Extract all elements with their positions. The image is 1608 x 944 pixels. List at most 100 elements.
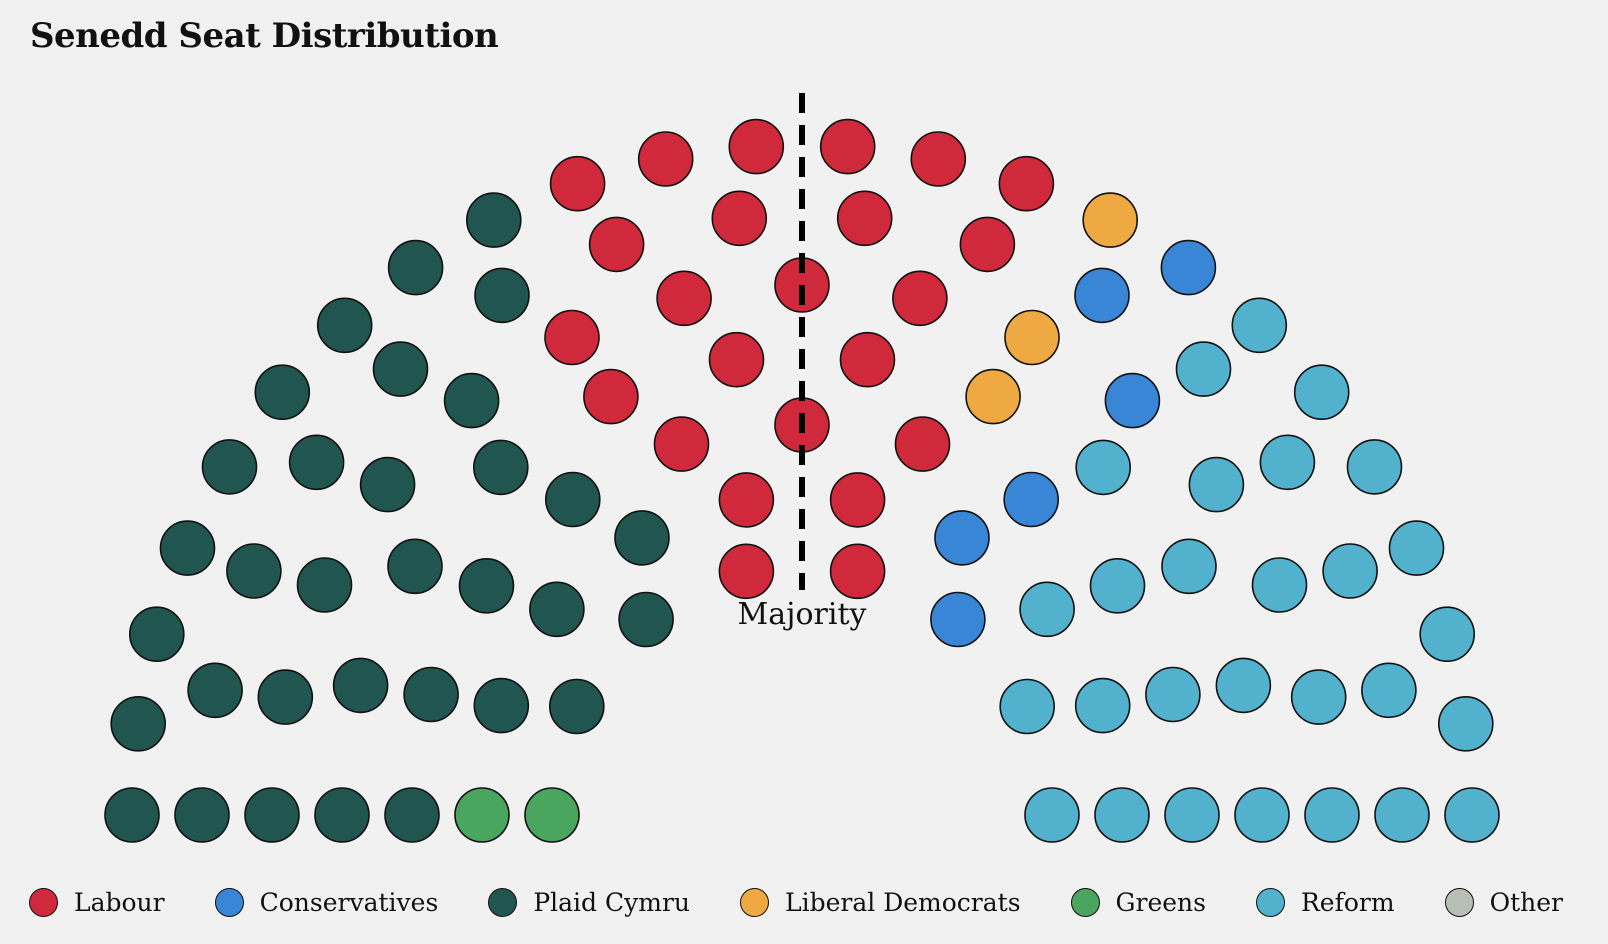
legend-swatch-labour	[29, 888, 58, 917]
seat-labour	[708, 331, 765, 388]
seat-plaid-cymru	[104, 787, 160, 843]
seat-plaid-cymru	[548, 678, 605, 735]
legend: Labour Conservatives Plaid Cymru Liberal De…	[29, 888, 1563, 917]
seat-reform	[1074, 677, 1131, 734]
seat-labour	[637, 131, 694, 187]
legend-label: Labour	[74, 888, 165, 917]
seat-labour	[819, 118, 876, 175]
seat-plaid-cymru	[372, 341, 429, 397]
seat-labour	[728, 118, 785, 175]
seat-reform	[1024, 787, 1080, 843]
legend-item-libdem: Liberal Democrats	[740, 888, 1021, 917]
seat-labour	[711, 190, 768, 247]
seat-reform	[999, 678, 1055, 735]
legend-item-conservatives: Conservatives	[214, 888, 439, 917]
seat-labour	[656, 270, 712, 327]
seat-plaid-cymru	[316, 297, 373, 354]
seat-plaid-cymru	[257, 669, 314, 725]
seat-liberal-democrats	[965, 368, 1021, 425]
seat-greens	[524, 787, 580, 843]
seat-reform	[1304, 787, 1360, 843]
seat-reform	[1361, 662, 1417, 719]
seat-conservatives	[1074, 267, 1130, 324]
seat-labour	[653, 416, 710, 472]
seat-reform	[1019, 581, 1075, 638]
legend-label: Plaid Cymru	[533, 888, 690, 917]
seat-reform	[1293, 364, 1350, 421]
seat-labour	[718, 472, 775, 528]
seat-plaid-cymru	[254, 364, 311, 421]
legend-swatch-plaid	[488, 888, 518, 917]
seat-labour	[998, 155, 1055, 212]
seat-reform	[1259, 434, 1316, 491]
seat-liberal-democrats	[1082, 192, 1138, 248]
legend-swatch-conservatives	[214, 888, 244, 917]
seat-reform	[1188, 456, 1245, 513]
seat-reform	[1346, 439, 1403, 495]
seat-reform	[1094, 787, 1150, 843]
majority-label: Majority	[738, 597, 867, 632]
legend-swatch-other	[1444, 888, 1474, 917]
seat-reform	[1234, 787, 1290, 843]
seat-labour	[549, 155, 606, 212]
seat-conservatives	[930, 591, 986, 648]
seat-labour	[959, 216, 1016, 273]
seat-reform	[1438, 695, 1494, 752]
seat-reform	[1388, 520, 1445, 576]
legend-item-plaid: Plaid Cymru	[488, 888, 690, 917]
parliament-chart: Majority	[104, 93, 1500, 843]
legend-swatch-greens	[1070, 888, 1100, 917]
seat-reform	[1089, 557, 1146, 614]
seat-plaid-cymru	[473, 677, 530, 734]
legend-swatch-reform	[1255, 888, 1285, 917]
seat-plaid-cymru	[129, 606, 185, 663]
seat-reform	[1145, 666, 1201, 723]
seat-plaid-cymru	[458, 557, 515, 614]
seat-plaid-cymru	[529, 581, 585, 638]
seat-labour	[544, 309, 600, 366]
chart-title: Senedd Seat Distribution	[30, 16, 499, 56]
seat-plaid-cymru	[465, 192, 522, 248]
seat-reform	[1322, 543, 1378, 599]
seat-reform	[1419, 606, 1475, 663]
seat-plaid-cymru	[226, 543, 282, 599]
seat-reform	[1075, 439, 1131, 496]
seat-plaid-cymru	[288, 434, 345, 491]
seat-reform	[1175, 341, 1232, 397]
seat-labour	[718, 543, 775, 600]
seat-conservatives	[1104, 372, 1161, 429]
seat-labour	[588, 216, 645, 273]
seat-plaid-cymru	[187, 662, 243, 719]
seat-plaid-cymru	[159, 520, 216, 576]
seat-plaid-cymru	[296, 557, 353, 613]
seat-reform	[1231, 297, 1288, 354]
seat-labour	[829, 543, 886, 600]
legend-item-greens: Greens	[1070, 888, 1206, 917]
seat-plaid-cymru	[387, 538, 443, 595]
seat-conservatives	[1003, 471, 1059, 528]
legend-label: Conservatives	[259, 888, 439, 917]
legend-item-reform: Reform	[1255, 888, 1395, 917]
seat-labour	[583, 368, 639, 425]
seat-reform	[1444, 787, 1500, 843]
seat-plaid-cymru	[614, 510, 670, 566]
seat-conservatives	[934, 510, 990, 566]
seat-plaid-cymru	[359, 456, 416, 513]
seat-reform	[1164, 787, 1220, 843]
seat-group	[104, 118, 1500, 843]
seat-plaid-cymru	[472, 439, 529, 496]
seat-plaid-cymru	[244, 787, 300, 843]
seat-liberal-democrats	[1004, 309, 1060, 366]
legend-item-other: Other	[1444, 888, 1563, 917]
seat-plaid-cymru	[618, 591, 674, 648]
seat-reform	[1161, 538, 1217, 595]
seat-plaid-cymru	[443, 372, 500, 429]
legend-label: Reform	[1300, 888, 1395, 917]
seat-plaid-cymru	[201, 439, 258, 495]
seat-plaid-cymru	[332, 657, 389, 714]
seat-plaid-cymru	[110, 695, 166, 752]
seat-greens	[454, 787, 510, 843]
seat-plaid-cymru	[474, 267, 530, 324]
seat-labour	[894, 416, 951, 472]
seat-reform	[1374, 787, 1430, 843]
